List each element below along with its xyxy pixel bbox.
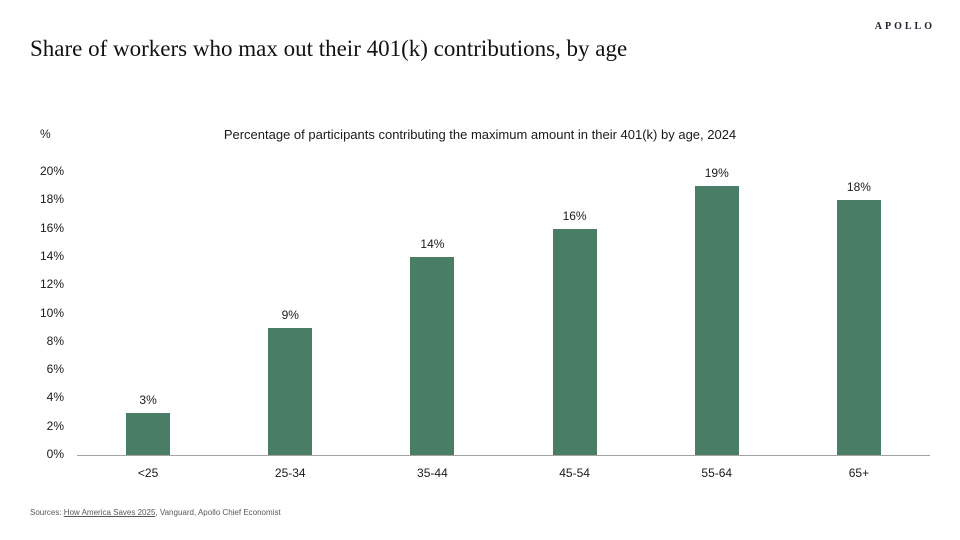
apollo-logo: APOLLO <box>874 21 935 32</box>
sources-link[interactable]: How America Saves 2025 <box>63 508 156 517</box>
x-tick-label: 55-64 <box>701 466 733 480</box>
y-tick-label: 8% <box>46 333 64 348</box>
x-tick-label: 35-44 <box>417 466 448 480</box>
bar <box>410 256 455 455</box>
x-tick-label: 45-54 <box>559 466 590 480</box>
bar-value-label: 14% <box>420 236 445 251</box>
y-tick-label: 16% <box>39 220 64 235</box>
y-tick-label: 4% <box>46 390 64 405</box>
y-tick-label: 2% <box>46 418 64 433</box>
bar-value-label: 9% <box>281 307 299 322</box>
x-axis-line <box>77 455 930 456</box>
x-tick-label: 65+ <box>848 466 870 480</box>
x-tick-label: <25 <box>137 466 159 480</box>
y-tick-label: 10% <box>39 305 64 320</box>
bar <box>552 228 597 455</box>
bar-value-label: 19% <box>704 166 729 181</box>
y-axis-unit-label: % <box>40 127 51 141</box>
bar-value-label: 18% <box>846 180 871 195</box>
y-tick-label: 6% <box>46 362 64 377</box>
sources-suffix: , Vanguard, Apollo Chief Economist <box>155 508 281 517</box>
page-title: Share of workers who max out their 401(k… <box>30 36 628 61</box>
y-tick-label: 0% <box>46 447 64 461</box>
bar <box>268 327 313 455</box>
chart-title: Percentage of participants contributing … <box>223 127 737 142</box>
x-tick-label: 25-34 <box>274 466 306 480</box>
bar-value-label: 3% <box>139 392 157 407</box>
bar <box>126 412 171 455</box>
sources-prefix: Sources: <box>30 508 64 517</box>
bar-value-label: 16% <box>562 208 587 223</box>
footer-sources: Sources: How America Saves 2025, Vanguar… <box>30 508 281 517</box>
y-tick-label: 18% <box>39 192 64 207</box>
y-tick-label: 12% <box>39 277 64 292</box>
y-tick-label: 20% <box>39 164 64 178</box>
bar <box>836 200 881 455</box>
bar <box>694 186 739 455</box>
y-tick-label: 14% <box>39 248 64 263</box>
